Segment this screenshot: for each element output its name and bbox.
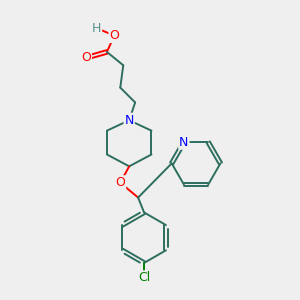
- Text: O: O: [115, 176, 125, 189]
- Text: N: N: [124, 114, 134, 127]
- Text: N: N: [179, 136, 189, 149]
- Text: Cl: Cl: [138, 271, 150, 284]
- Text: H: H: [92, 22, 101, 34]
- Text: O: O: [81, 51, 91, 64]
- Text: O: O: [110, 29, 119, 42]
